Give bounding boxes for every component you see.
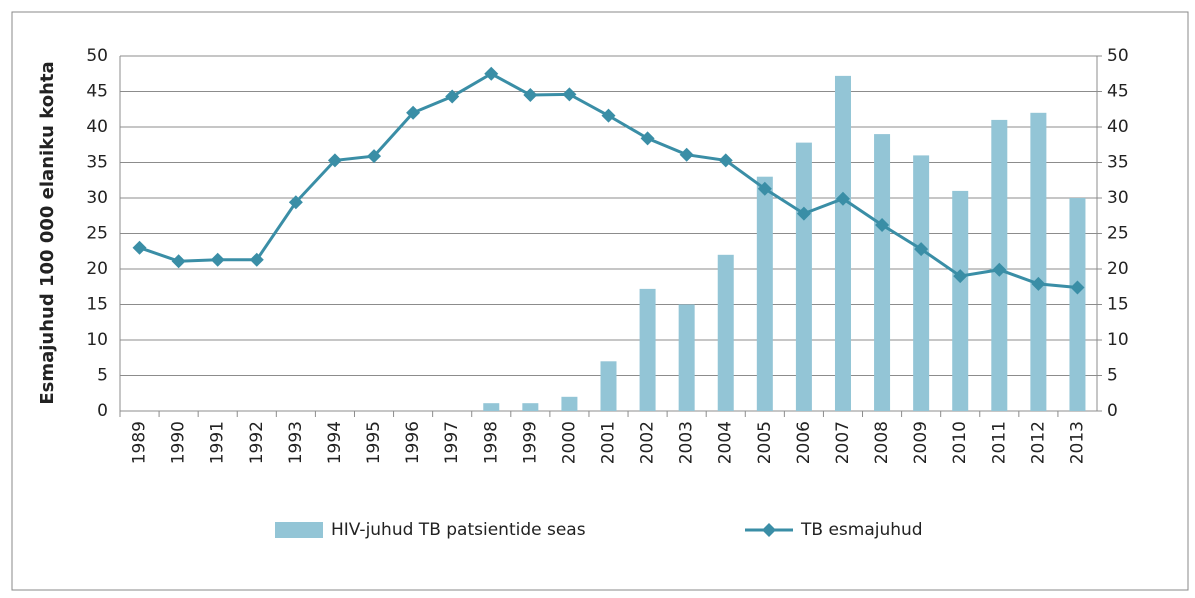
bar [874,134,891,411]
y-tick-label: 20 [86,259,108,279]
x-tick-label: 1989 [130,421,150,464]
y2-tick-label: 40 [1107,117,1129,137]
line-marker [406,105,421,120]
y2-tick-label: 10 [1107,330,1129,350]
y2-tick-label: 50 [1107,46,1129,66]
bar [717,254,734,411]
bar [913,155,930,411]
x-tick-label: 2011 [989,421,1009,464]
bar [600,361,617,411]
bar [1030,112,1047,412]
legend-label: TB esmajuhud [800,520,923,540]
line-marker [914,242,929,257]
y2-tick-label: 30 [1107,188,1129,208]
y-tick-label: 10 [86,330,108,350]
x-tick-label: 2006 [794,421,814,464]
x-tick-label: 1991 [208,421,228,464]
x-tick-label: 2010 [950,421,970,464]
line-marker [679,147,694,162]
line-marker [1070,280,1085,295]
bar [834,75,851,411]
y2-tick-label: 5 [1107,366,1118,386]
bar [522,403,539,411]
legend-swatch-marker [762,523,776,537]
x-tick-label: 1997 [442,421,462,464]
line-marker [796,206,811,221]
line-marker [640,131,655,146]
bar [795,142,812,411]
x-tick-label: 1996 [403,421,423,464]
y2-tick-label: 20 [1107,259,1129,279]
x-tick-label: 2008 [872,421,892,464]
y2-tick-label: 35 [1107,153,1129,173]
y-tick-label: 30 [86,188,108,208]
line-marker [562,87,577,102]
line-marker [523,88,538,103]
y2-tick-label: 25 [1107,224,1129,244]
x-tick-label: 2002 [638,421,658,464]
line-marker [327,153,342,168]
bar [678,304,695,411]
x-tick-label: 2009 [911,421,931,464]
line-marker [757,181,772,196]
line-marker [171,254,186,269]
x-tick-label: 1993 [286,421,306,464]
y2-tick-label: 0 [1107,401,1118,421]
x-tick-label: 2005 [755,421,775,464]
bar [952,190,969,411]
y-tick-label: 0 [97,401,108,421]
x-tick-label: 2004 [716,421,736,464]
y2-tick-label: 15 [1107,295,1129,315]
y-axis-label: Esmajuhud 100 000 elaniku kohta [37,61,58,404]
bar [756,176,773,411]
line-marker [1031,276,1046,291]
y-tick-label: 50 [86,46,108,66]
x-tick-label: 2012 [1028,421,1048,464]
y-tick-label: 35 [86,153,108,173]
legend-label: HIV-juhud TB patsientide seas [331,520,586,540]
line-marker [484,66,499,81]
line-marker [718,153,733,168]
x-tick-label: 2001 [599,421,619,464]
line-marker [953,269,968,284]
x-tick-label: 1990 [169,421,189,464]
y-tick-label: 25 [86,224,108,244]
line-marker [132,240,147,255]
chart-frame [11,11,1189,591]
line-marker [601,108,616,123]
y-tick-label: 45 [86,82,108,102]
x-tick-label: 2007 [833,421,853,464]
y-tick-label: 15 [86,295,108,315]
y-tick-label: 40 [86,117,108,137]
bar [561,396,578,411]
line-marker [210,252,225,267]
line [139,72,1078,289]
x-tick-label: 1992 [247,421,267,464]
bar [1069,198,1086,411]
y-tick-label: 5 [97,366,108,386]
x-tick-label: 2003 [677,421,697,464]
x-tick-label: 1995 [364,421,384,464]
line-marker [288,195,303,210]
line-marker [367,149,382,164]
x-tick-label: 1994 [325,421,345,464]
y2-tick-label: 45 [1107,82,1129,102]
line-marker [249,252,264,267]
line-marker [992,262,1007,277]
x-tick-label: 1998 [481,421,501,464]
x-tick-label: 2000 [559,421,579,464]
x-tick-label: 1999 [520,421,540,464]
line-marker [875,217,890,232]
line-marker [835,191,850,206]
bar [483,403,500,411]
legend-swatch [275,522,323,538]
x-tick-label: 2013 [1067,421,1087,464]
line-marker [445,89,460,104]
bar [639,288,656,411]
